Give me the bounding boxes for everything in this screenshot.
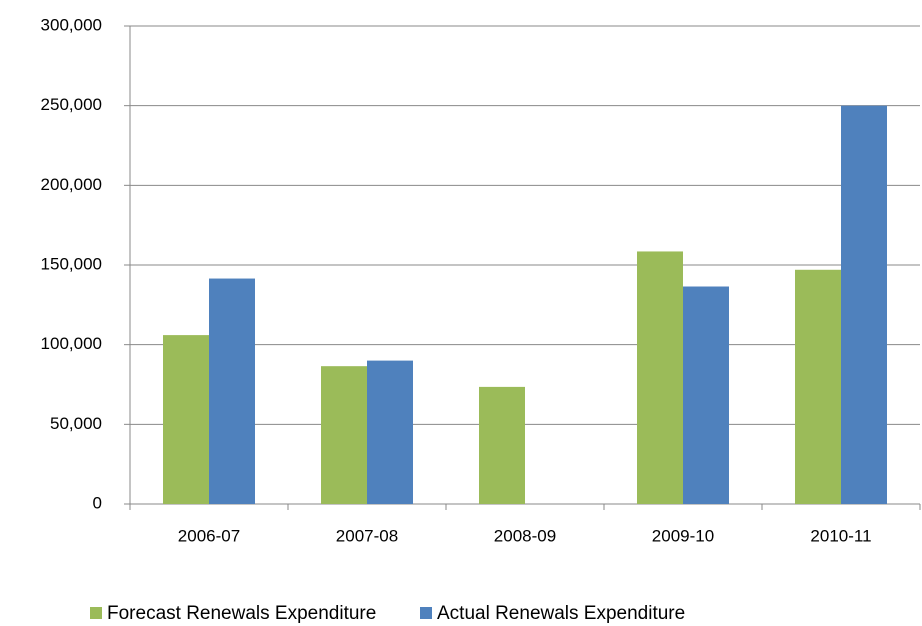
bar xyxy=(209,278,255,504)
y-tick-label: 0 xyxy=(93,493,102,512)
bar xyxy=(367,360,413,504)
legend-swatch xyxy=(420,607,432,619)
y-tick-label: 200,000 xyxy=(41,175,102,194)
x-tick-label: 2006-07 xyxy=(178,526,240,545)
y-tick-label: 50,000 xyxy=(50,414,102,433)
bar xyxy=(479,386,525,504)
bar xyxy=(795,269,841,504)
legend-label: Forecast Renewals Expenditure xyxy=(107,603,376,624)
bar xyxy=(841,105,887,505)
x-tick-label: 2009-10 xyxy=(652,526,714,545)
x-tick-label: 2008-09 xyxy=(494,526,556,545)
y-tick-label: 300,000 xyxy=(41,15,102,34)
bar xyxy=(683,286,729,504)
y-tick-label: 150,000 xyxy=(41,254,102,273)
legend-swatch xyxy=(90,607,102,619)
x-tick-label: 2010-11 xyxy=(810,526,871,545)
y-tick-label: 250,000 xyxy=(41,95,102,114)
bar xyxy=(163,335,209,504)
x-tick-label: 2007-08 xyxy=(336,526,398,545)
legend-label: Actual Renewals Expenditure xyxy=(437,603,685,624)
bar xyxy=(321,366,367,504)
y-tick-label: 100,000 xyxy=(41,334,102,353)
bar xyxy=(637,251,683,504)
